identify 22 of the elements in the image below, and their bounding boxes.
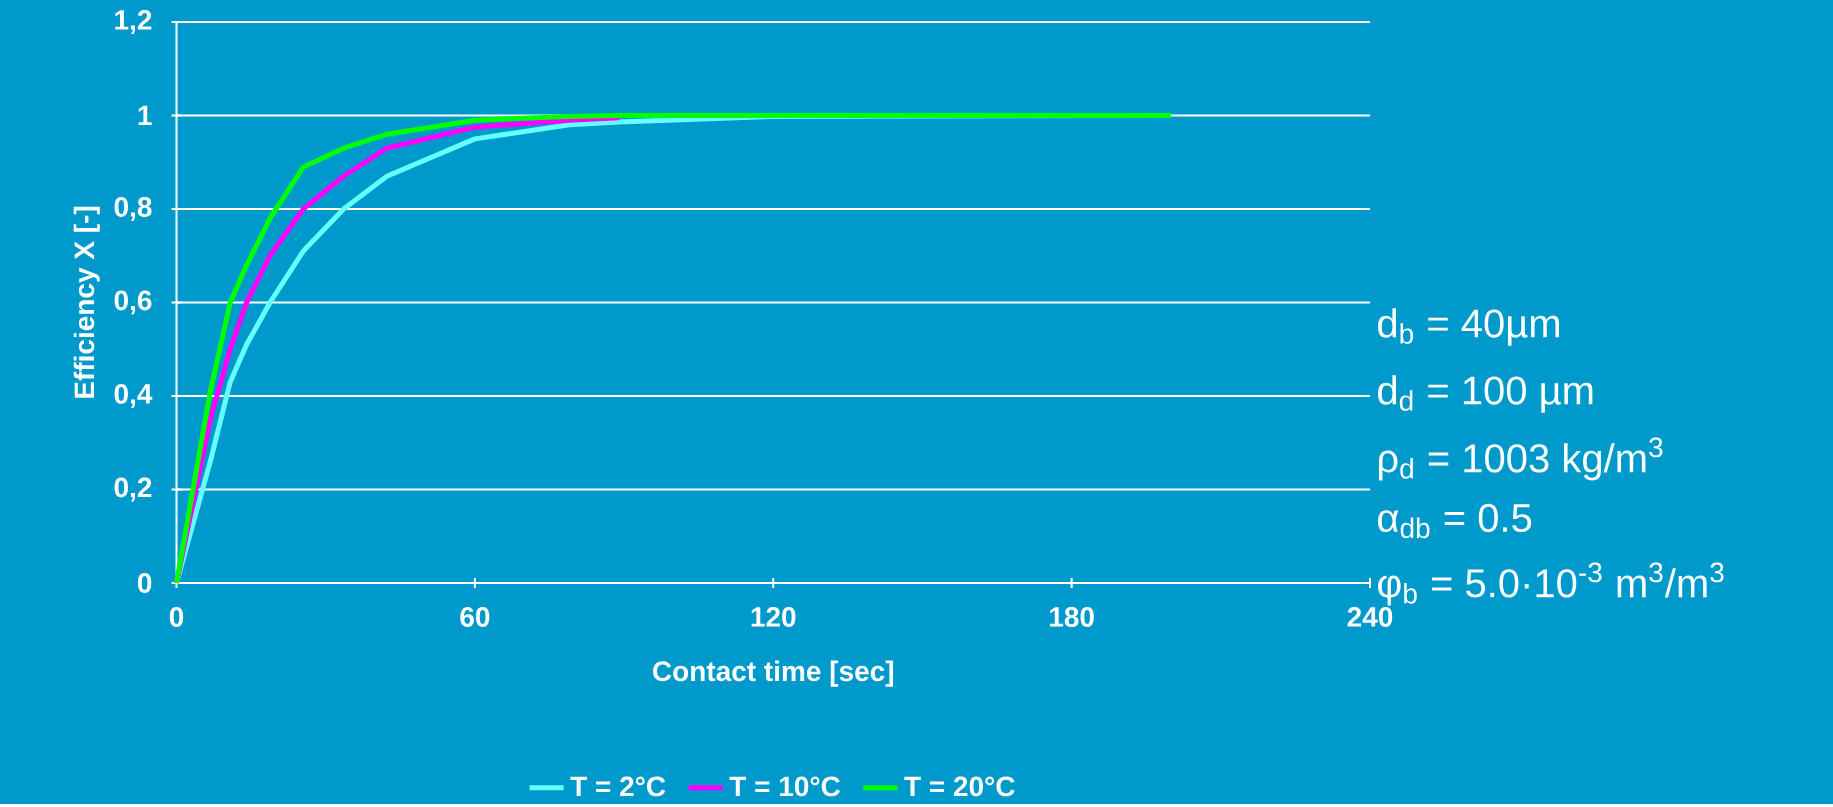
y-tick-label: 0,2 — [114, 477, 152, 502]
legend-label: T = 20°C — [904, 776, 1015, 797]
legend-label: T = 2°C — [570, 776, 666, 797]
text: φ$_{b}$ = 5.0·10$^{-3}$ m$^{3}$/m$^{3}$ — [1378, 562, 1724, 606]
x-tick-label: 120 — [751, 607, 796, 627]
y-tick-label: 0 — [137, 573, 152, 593]
y-axis-title: Efficiency X [-] — [73, 206, 100, 398]
y-tick-label: 0,6 — [114, 290, 152, 315]
y-tick-label: 0,8 — [114, 196, 152, 221]
y-tick-label: 1,2 — [115, 9, 152, 34]
x-axis-title: Contact time [sec] — [653, 660, 893, 687]
x-tick-label: 180 — [1050, 607, 1094, 627]
text: ρ$_{d}$ = 1003 kg/m$^{3}$ — [1378, 437, 1663, 481]
x-tick-label: 240 — [1347, 607, 1393, 627]
text: d$_{d}$ = 100 µm — [1378, 375, 1593, 413]
legend-label: T = 10°C — [729, 776, 841, 797]
y-tick-label: 1 — [138, 105, 152, 126]
y-tick-label: 0,4 — [114, 383, 153, 408]
x-tick-label: 0 — [169, 607, 184, 627]
x-tick-label: 60 — [460, 607, 490, 627]
text: α$_{db}$ = 0.5 — [1378, 503, 1532, 539]
text: d$_{b}$ = 40µm — [1378, 308, 1559, 346]
